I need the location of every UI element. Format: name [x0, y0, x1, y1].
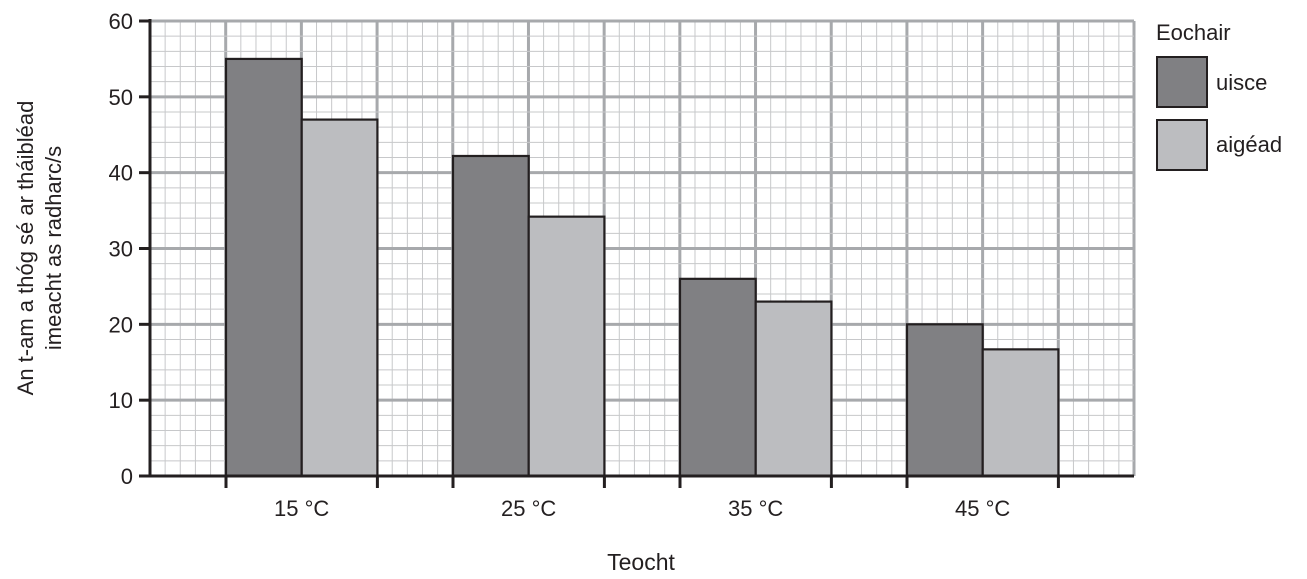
- x-axis-label: Teocht: [607, 549, 675, 575]
- x-tick-label: 25 °C: [501, 496, 556, 521]
- y-tick-label: 10: [109, 388, 133, 413]
- y-tick-label: 50: [109, 85, 133, 110]
- legend-label-uisce: uisce: [1216, 70, 1267, 95]
- y-tick-label: 40: [109, 161, 133, 186]
- bar-aigéad-3: [754, 300, 833, 478]
- x-tick-label: 35 °C: [728, 496, 783, 521]
- bar-uisce-2: [451, 154, 530, 478]
- chart-bars: [224, 57, 1060, 478]
- x-tick-label: 15 °C: [274, 496, 329, 521]
- x-tick-labels: 15 °C 25 °C 35 °C 45 °C: [274, 496, 1010, 521]
- y-tick-labels: 0 10 20 30 40 50 60: [109, 9, 133, 489]
- legend-title: Eochair: [1156, 20, 1231, 45]
- bar-aigéad-4: [981, 348, 1060, 478]
- chart-axes: [139, 19, 1134, 488]
- y-axis-label-line-2: imeacht as radharc/s: [41, 146, 66, 350]
- y-tick-label: 60: [109, 9, 133, 34]
- y-tick-label: 0: [121, 464, 133, 489]
- y-tick-label: 20: [109, 312, 133, 337]
- y-axis-label-line-1: An t-am a thóg sé ar tháibléad: [13, 101, 38, 396]
- bar-uisce-3: [678, 277, 757, 478]
- bar-uisce-4: [905, 323, 984, 478]
- bar-aigéad-1: [300, 118, 379, 478]
- y-tick-label: 30: [109, 237, 133, 262]
- bar-uisce-1: [224, 57, 303, 478]
- legend-label-aigead: aigéad: [1216, 132, 1282, 157]
- x-tick-label: 45 °C: [955, 496, 1010, 521]
- bar-aigéad-2: [527, 215, 606, 478]
- legend: Eochair uisce aigéad: [1156, 20, 1282, 171]
- y-axis-label: An t-am a thóg sé ar tháibléad imeacht a…: [13, 101, 66, 396]
- legend-swatch-aigead: [1156, 119, 1208, 171]
- legend-swatch-uisce: [1156, 56, 1208, 108]
